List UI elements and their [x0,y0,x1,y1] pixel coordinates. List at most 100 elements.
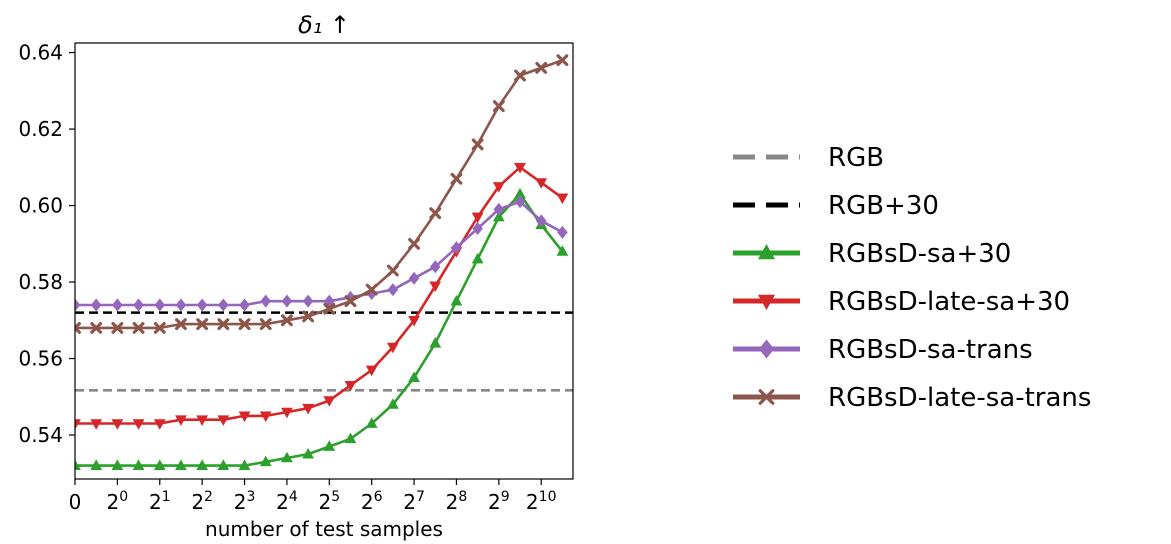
legend: RGB RGB+30 RGBsD-sa+30 RGBsD-late-sa+30 RGBs… [733,143,1091,413]
data-point [217,459,230,470]
data-point [132,459,145,470]
x-axis-label: number of test samples [205,517,443,541]
data-point [429,260,441,274]
data-point [90,459,103,470]
data-point [302,447,314,459]
data-point [387,283,399,297]
series-line [75,166,564,425]
data-point [365,283,378,296]
data-point [344,295,357,308]
plot-frame [74,42,574,480]
x-tick-label: 20 [107,489,129,514]
series-line [75,58,563,330]
series-rgbsd-late-sa-trans [75,54,569,334]
data-point [196,318,209,331]
data-point [239,298,250,312]
data-point [153,419,166,430]
data-point [281,407,293,419]
data-point [196,459,209,470]
data-point [259,411,272,423]
data-point [111,419,124,430]
data-point [344,380,357,392]
x-tick-label: 28 [446,489,468,514]
data-point [471,138,484,151]
data-point [90,298,102,312]
x-tick-label: 21 [149,489,171,514]
x-tick-label: 27 [403,489,425,514]
data-point [451,241,462,255]
data-point [259,455,272,467]
data-point [153,459,166,470]
data-point [535,214,547,228]
y-tick-label: 0.60 [18,194,63,218]
legend-marker [757,244,776,260]
data-point [556,193,569,205]
series-line [75,192,564,467]
data-point [408,315,420,327]
legend-item-rgbsd-late-sa-30: RGBsD-late-sa+30 [733,287,1070,317]
data-point [323,302,336,315]
data-point [535,61,548,74]
data-point [408,371,420,382]
x-tick-label: 25 [318,489,340,514]
legend-item-rgbsd-late-sa-trans: RGBsD-late-sa-trans [733,383,1091,413]
legend-label: RGB+30 [828,191,939,221]
data-point [175,459,187,470]
series-rgbsd-late-sa-30 [75,162,569,430]
data-point [302,310,315,323]
data-point [217,318,230,331]
legend-label: RGBsD-sa-trans [828,335,1033,365]
data-point [238,459,251,470]
legend-item-rgb-30: RGB+30 [733,191,939,221]
legend-marker [758,339,775,359]
data-point [556,245,569,256]
data-point [132,419,145,430]
data-point [344,432,357,444]
data-point [260,294,271,308]
data-point [238,411,251,423]
y-tick-label: 0.58 [18,270,63,294]
data-point [218,298,229,312]
y-tick-label: 0.64 [18,41,63,65]
data-point [365,417,378,428]
x-tick-label: 26 [361,489,383,514]
data-point [366,286,377,301]
x-tick-label: 23 [234,489,256,514]
data-point [408,237,421,250]
data-point [281,294,293,308]
data-point [323,440,336,451]
series-layer [75,54,573,470]
data-point [90,419,103,430]
y-tick-label: 0.62 [18,117,63,141]
data-point [238,318,251,331]
x-tick-label: 22 [191,489,213,514]
data-point [386,342,399,354]
data-point [281,451,293,463]
data-point [472,221,483,236]
data-point [492,100,505,113]
data-point [154,298,166,312]
x-tick-label: 210 [526,489,557,514]
data-point [471,252,484,264]
legend-item-rgbsd-sa-30: RGBsD-sa+30 [733,239,1011,269]
chart-title: δ₁ ↑ [298,11,350,39]
legend-item-rgb: RGB [733,143,884,173]
legend-marker [757,294,776,310]
data-point [196,415,209,426]
data-point [408,271,420,285]
data-point [196,298,208,312]
data-point [386,264,399,277]
data-point [514,162,526,174]
data-point [514,69,526,82]
data-point [75,321,81,334]
data-point [557,225,568,239]
data-point [111,459,124,470]
data-point [153,321,166,334]
data-point [556,54,569,67]
data-point [302,294,314,308]
data-point [111,321,124,334]
x-tick-label: 0 [69,490,82,514]
legend-item-rgbsd-sa-trans: RGBsD-sa-trans [733,335,1033,365]
legend-label: RGB [828,143,884,173]
